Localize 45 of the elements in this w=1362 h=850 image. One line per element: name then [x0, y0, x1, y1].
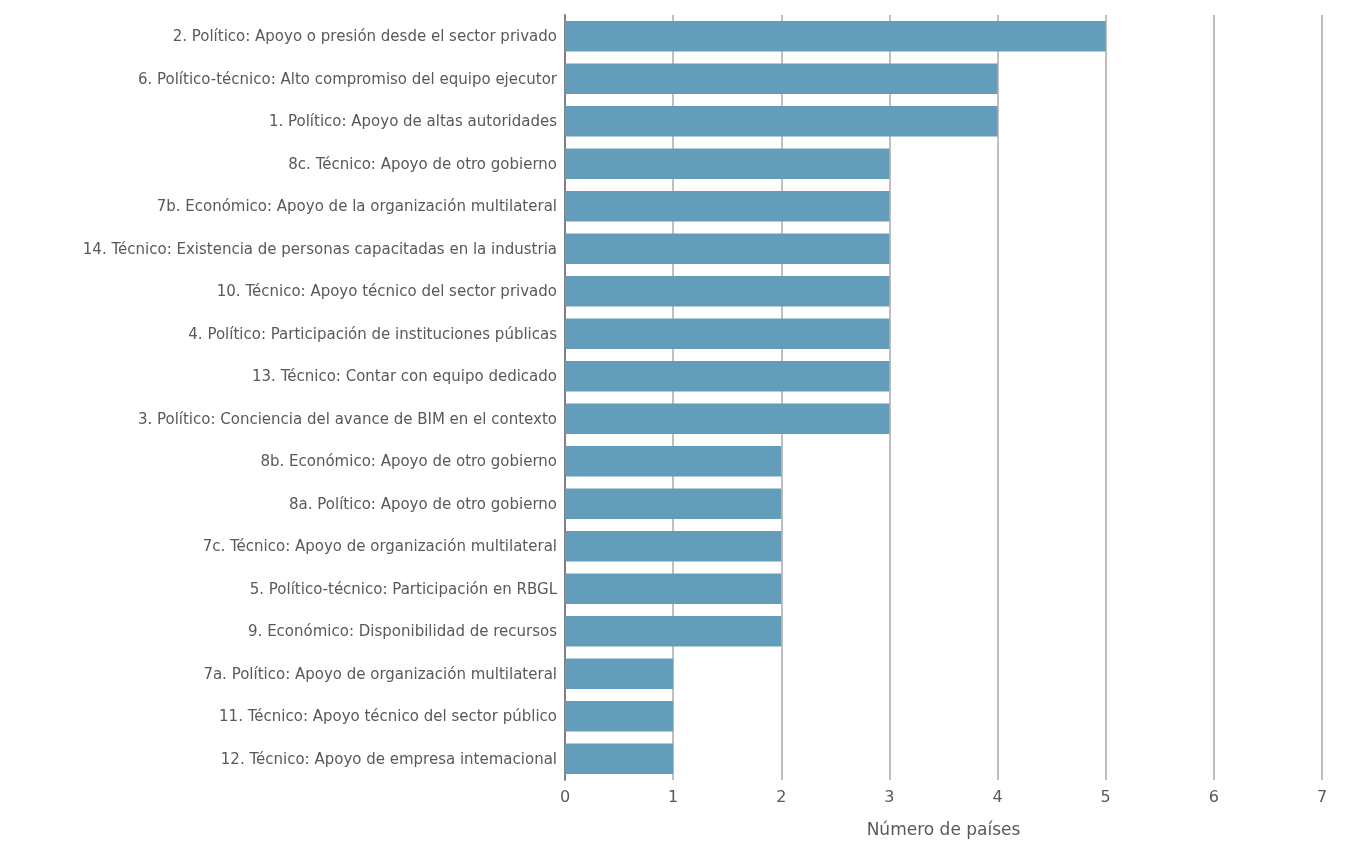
bar	[565, 530, 782, 562]
y-tick-label: 8c. Técnico: Apoyo de otro gobierno	[288, 154, 557, 173]
y-tick-label: 7b. Económico: Apoyo de la organización multilateral	[156, 197, 557, 216]
bar	[565, 318, 890, 350]
bar	[565, 403, 890, 435]
bar	[565, 573, 782, 605]
bar	[565, 615, 782, 647]
bar	[565, 148, 890, 180]
bar	[565, 190, 890, 222]
x-tick-label: 1	[668, 786, 679, 806]
x-tick-label: 0	[559, 786, 571, 806]
y-tick-label: 2. Político: Apoyo o presión desde el sector privado	[172, 27, 557, 46]
bar	[565, 233, 890, 265]
bar	[565, 360, 890, 392]
y-tick-label: 8b. Económico: Apoyo de otro gobierno	[260, 452, 557, 471]
bar	[565, 275, 890, 307]
bar	[565, 105, 998, 137]
x-tick-label: 3	[884, 786, 895, 806]
x-tick-label: 5	[1100, 786, 1111, 806]
y-tick-label: 10. Técnico: Apoyo técnico del sector privado	[216, 282, 557, 301]
y-tick-label: 11. Técnico: Apoyo técnico del sector público	[219, 707, 557, 726]
y-tick-label: 5. Político-técnico: Participación en RBGL	[249, 579, 558, 598]
x-tick-label: 2	[776, 786, 787, 806]
y-tick-label: 12. Técnico: Apoyo de empresa intemacional	[220, 749, 557, 768]
y-tick-label: 3. Político: Conciencia del avance de BIM en el contexto	[137, 409, 557, 428]
bar	[565, 658, 674, 690]
bar	[565, 445, 782, 477]
y-tick-label: 9. Económico: Disponibilidad de recursos	[248, 622, 558, 641]
x-tick-label: 7	[1316, 786, 1328, 806]
y-tick-label: 14. Técnico: Existencia de personas capacitadas en la industria	[82, 239, 557, 258]
y-tick-label: 8a. Político: Apoyo de otro gobierno	[289, 494, 557, 513]
y-tick-label: 1. Político: Apoyo de altas autoridades	[268, 112, 558, 131]
bar	[565, 700, 674, 732]
bar	[565, 743, 674, 775]
y-tick-label: 4. Político: Participación de instituciones públicas	[188, 324, 558, 343]
bar	[565, 488, 782, 520]
y-tick-label: 7c. Técnico: Apoyo de organización multilateral	[202, 537, 557, 556]
x-axis-title: Número de países	[866, 818, 1021, 839]
bar	[565, 63, 998, 95]
bar	[565, 20, 1106, 52]
y-tick-label: 7a. Político: Apoyo de organización multilateral	[203, 664, 557, 683]
y-tick-label: 13. Técnico: Contar con equipo dedicado	[252, 367, 557, 386]
x-tick-label: 6	[1208, 786, 1219, 806]
x-tick-label: 4	[992, 786, 1003, 806]
y-tick-label: 6. Político-técnico: Alto compromiso del equipo ejecutor	[137, 69, 558, 88]
